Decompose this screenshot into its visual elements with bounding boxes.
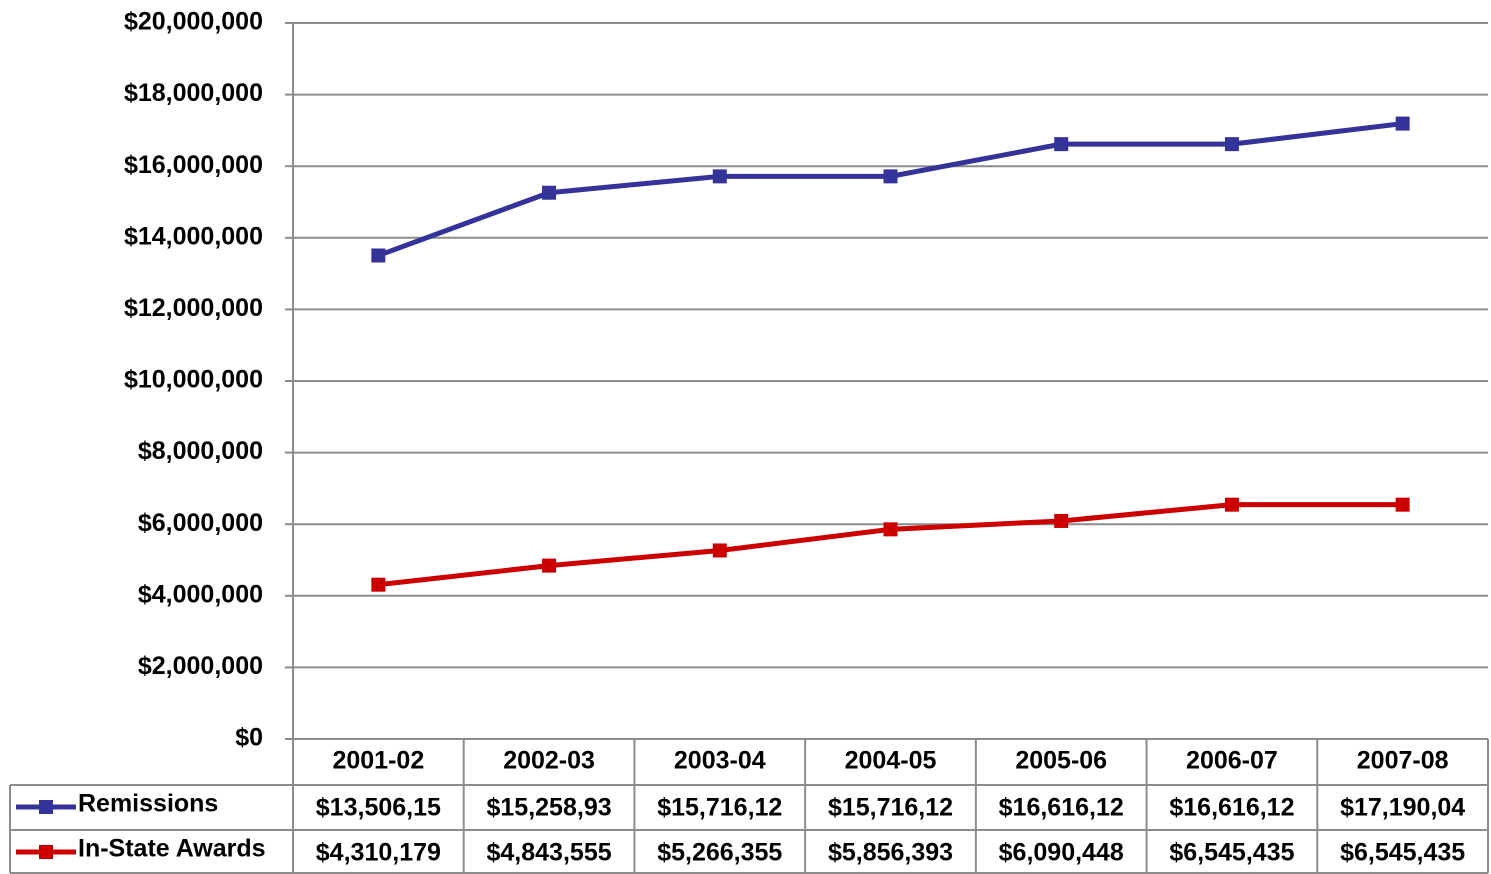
y-tick-label: $10,000,000 (124, 366, 263, 394)
x-tick-label: 2001-02 (332, 747, 424, 775)
point-marker (712, 543, 727, 558)
y-tick-label: $0 (235, 724, 263, 752)
y-tick-label: $4,000,000 (138, 580, 263, 608)
data-table-value: $15,258,93 (487, 794, 612, 822)
data-table-value: $6,545,435 (1340, 839, 1465, 867)
point-marker (371, 577, 386, 592)
data-table-value: $6,545,435 (1169, 839, 1294, 867)
data-table-value: $16,616,12 (999, 794, 1124, 822)
data-table-value: $5,856,393 (828, 839, 953, 867)
series-line (377, 121, 1403, 258)
y-tick-label: $20,000,000 (124, 8, 263, 36)
legend-label: Remissions (78, 790, 218, 818)
data-table-value: $6,090,448 (999, 839, 1124, 867)
series-line (378, 502, 1403, 588)
point-marker (1054, 513, 1069, 528)
point-marker (371, 248, 386, 263)
y-tick-label: $2,000,000 (138, 652, 263, 680)
x-tick-label: 2007-08 (1357, 747, 1449, 775)
x-tick-label: 2004-05 (845, 747, 937, 775)
point-marker (883, 169, 898, 184)
data-table-value: $5,266,355 (657, 839, 782, 867)
y-tick-label: $12,000,000 (124, 294, 263, 322)
point-marker (542, 558, 557, 573)
data-table-value: $13,506,15 (316, 794, 441, 822)
data-table-value: $4,310,179 (316, 839, 441, 867)
point-marker (1054, 137, 1069, 152)
point-marker (1224, 137, 1239, 152)
legend-key-marker (39, 800, 53, 814)
y-tick-label: $8,000,000 (138, 437, 263, 465)
point-marker (542, 185, 557, 200)
point-marker (1395, 116, 1410, 131)
y-tick-label: $6,000,000 (138, 509, 263, 537)
data-table-value: $15,716,12 (657, 794, 782, 822)
y-tick-label: $16,000,000 (124, 151, 263, 179)
data-table-value: $15,716,12 (828, 794, 953, 822)
x-tick-label: 2003-04 (674, 747, 766, 775)
x-tick-label: 2005-06 (1015, 747, 1107, 775)
point-marker (883, 522, 898, 537)
data-table-value: $4,843,555 (487, 839, 612, 867)
y-tick-label: $18,000,000 (124, 79, 263, 107)
point-marker (1395, 497, 1410, 512)
point-marker (712, 169, 727, 184)
x-tick-label: 2002-03 (503, 747, 595, 775)
data-table-value: $17,190,04 (1340, 794, 1465, 822)
data-table-value: $16,616,12 (1169, 794, 1294, 822)
y-tick-label: $14,000,000 (124, 222, 263, 250)
point-marker (1224, 497, 1239, 512)
legend-label: In-State Awards (78, 835, 266, 863)
legend-key-marker (39, 845, 53, 859)
x-tick-label: 2006-07 (1186, 747, 1278, 775)
